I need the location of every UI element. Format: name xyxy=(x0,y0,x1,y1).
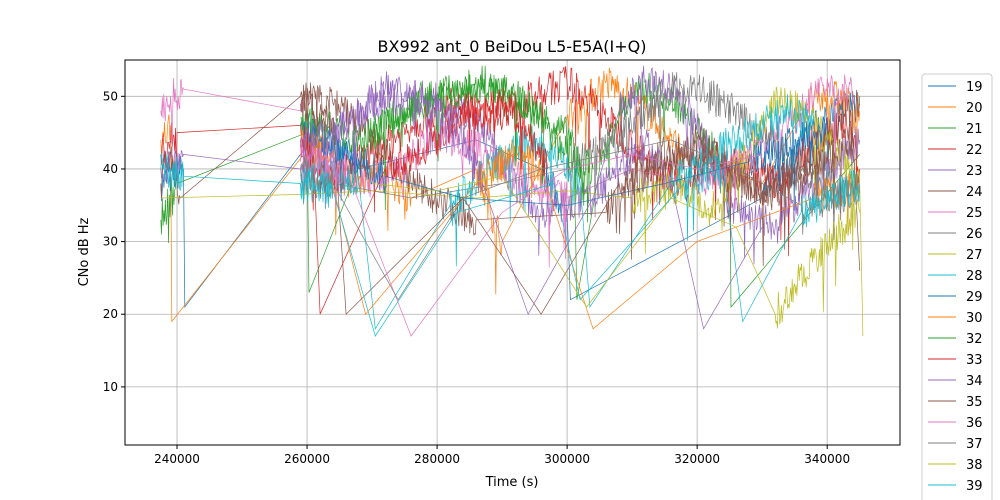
legend-label: 35 xyxy=(966,395,983,410)
legend-box xyxy=(921,73,993,500)
x-tick-label: 300000 xyxy=(544,452,590,466)
legend-label: 25 xyxy=(966,206,983,221)
y-tick-label: 30 xyxy=(103,235,118,249)
legend-label: 30 xyxy=(966,311,983,326)
legend-label: 23 xyxy=(966,164,983,179)
legend-label: 19 xyxy=(966,80,983,95)
legend-label: 39 xyxy=(966,479,983,494)
series-line-39 xyxy=(300,152,861,337)
legend-label: 29 xyxy=(966,290,983,305)
x-tick-label: 260000 xyxy=(284,452,330,466)
series-line-33 xyxy=(300,87,548,315)
legend-label: 21 xyxy=(966,122,983,137)
x-tick-label: 320000 xyxy=(674,452,720,466)
legend-label: 26 xyxy=(966,227,983,242)
x-tick-label: 280000 xyxy=(414,452,460,466)
series-line-35 xyxy=(300,89,861,315)
y-tick-label: 50 xyxy=(103,89,118,103)
legend-label: 24 xyxy=(966,185,983,200)
legend-label: 28 xyxy=(966,269,983,284)
legend-label: 20 xyxy=(966,101,983,116)
y-tick-label: 10 xyxy=(103,380,118,394)
y-tick-label: 40 xyxy=(103,162,118,176)
chart-title: BX992 ant_0 BeiDou L5-E5A(I+Q) xyxy=(378,37,647,57)
series-line-23 xyxy=(160,65,861,265)
x-axis-label: Time (s) xyxy=(485,475,539,490)
legend-label: 37 xyxy=(966,437,983,452)
legend-label: 38 xyxy=(966,458,983,473)
legend-label: 33 xyxy=(966,353,983,368)
x-tick-label: 240000 xyxy=(154,452,200,466)
y-axis-label: CNo dB Hz xyxy=(77,217,92,286)
legend-label: 22 xyxy=(966,143,983,158)
legend-label: 27 xyxy=(966,248,983,263)
series-line-32 xyxy=(300,65,594,223)
legend-label: 34 xyxy=(966,374,983,389)
legend-label: 36 xyxy=(966,416,983,431)
x-tick-label: 340000 xyxy=(804,452,850,466)
y-tick-label: 20 xyxy=(103,307,118,321)
series-line-29 xyxy=(300,113,828,211)
legend: 19 20 21 22 23 24 25 26 27 28 29 30 32 33 34 35 36 37 38 39… xyxy=(921,73,993,500)
series-line-38 xyxy=(372,175,861,329)
legend-label: 32 xyxy=(966,332,983,347)
plot-frame xyxy=(124,59,901,446)
series-line-27 xyxy=(160,86,864,337)
